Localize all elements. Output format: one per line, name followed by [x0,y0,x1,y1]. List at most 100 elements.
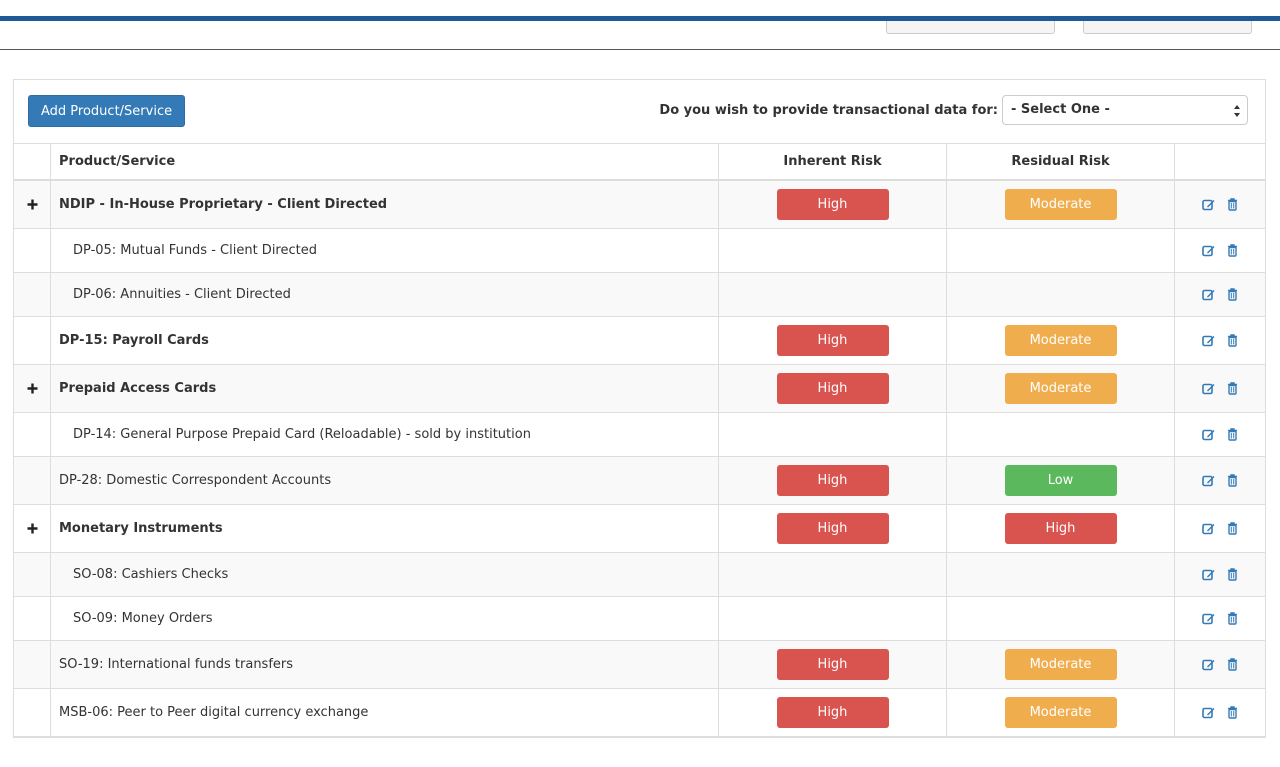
edit-icon[interactable] [1202,382,1215,395]
delete-icon[interactable] [1227,288,1238,301]
inherent-cell [719,553,947,596]
actions-cell [1175,457,1265,504]
residual-cell: Moderate [947,641,1175,688]
residual-cell [947,413,1175,456]
inherent-cell [719,273,947,316]
delete-icon[interactable] [1227,428,1238,441]
inherent-cell: High [719,457,947,504]
edit-icon[interactable] [1202,658,1215,671]
product-name: SO-08: Cashiers Checks [73,567,229,582]
header-cell: Residual Risk [947,144,1175,179]
risk-badge: High [776,373,889,404]
name-cell: SO-19: International funds transfers [51,641,719,688]
edit-icon[interactable] [1202,522,1215,535]
delete-icon[interactable] [1227,522,1238,535]
actions-cell [1175,505,1265,552]
table-row: DP-05: Mutual Funds - Client Directed [14,229,1265,273]
risk-badge: Moderate [1004,373,1117,404]
risk-badge: Moderate [1004,697,1117,728]
name-cell: DP-28: Domestic Correspondent Accounts [51,457,719,504]
delete-icon[interactable] [1227,612,1238,625]
edit-icon[interactable] [1202,334,1215,347]
edit-icon[interactable] [1202,474,1215,487]
expand-cell [14,413,51,456]
name-cell: DP-14: General Purpose Prepaid Card (Rel… [51,413,719,456]
expand-cell [14,597,51,640]
expand-icon[interactable] [27,383,38,394]
expand-icon[interactable] [27,523,38,534]
expand-cell [14,689,51,736]
select-text: - Select One - [1011,102,1110,117]
risk-badge: High [1004,513,1117,544]
delete-icon[interactable] [1227,706,1238,719]
header-cell [1175,144,1265,179]
delete-icon[interactable] [1227,244,1238,257]
inherent-cell [719,229,947,272]
delete-icon[interactable] [1227,382,1238,395]
delete-icon[interactable] [1227,334,1238,347]
risk-badge: Moderate [1004,189,1117,220]
edit-icon[interactable] [1202,244,1215,257]
toolbar: Add Product/Service Do you wish to provi… [14,80,1265,144]
expand-cell [14,505,51,552]
risk-badge: High [776,697,889,728]
edit-icon[interactable] [1202,198,1215,211]
table-row: Prepaid Access Cards High Moderate [14,365,1265,413]
actions-cell [1175,229,1265,272]
risk-badge: High [776,465,889,496]
name-cell: Prepaid Access Cards [51,365,719,412]
residual-cell [947,597,1175,640]
actions-cell [1175,553,1265,596]
nav-button[interactable] [1083,21,1252,34]
edit-icon[interactable] [1202,428,1215,441]
question-label: Do you wish to provide transactional dat… [659,103,998,118]
residual-cell [947,229,1175,272]
actions-cell [1175,181,1265,228]
expand-cell [14,273,51,316]
product-name: SO-09: Money Orders [73,611,213,626]
inherent-cell: High [719,689,947,736]
select[interactable]: - Select One - [1002,95,1248,125]
edit-icon[interactable] [1202,612,1215,625]
name-cell: SO-08: Cashiers Checks [51,553,719,596]
delete-icon[interactable] [1227,658,1238,671]
actions-cell [1175,413,1265,456]
delete-icon[interactable] [1227,568,1238,581]
edit-icon[interactable] [1202,706,1215,719]
expand-icon[interactable] [27,199,38,210]
header-row: Product/Service Inherent Risk Residual R… [14,144,1265,181]
select-arrows [1234,105,1240,117]
actions-cell [1175,597,1265,640]
residual-cell: Moderate [947,689,1175,736]
table-body: NDIP - In-House Proprietary - Client Dir… [14,181,1265,737]
inherent-cell: High [719,365,947,412]
name-cell: MSB-06: Peer to Peer digital currency ex… [51,689,719,736]
top-bar [0,16,1280,21]
name-cell: DP-05: Mutual Funds - Client Directed [51,229,719,272]
product-name: MSB-06: Peer to Peer digital currency ex… [59,705,369,720]
expand-cell [14,553,51,596]
inherent-cell: High [719,181,947,228]
add-button[interactable]: Add Product/Service [28,95,186,127]
actions-cell [1175,689,1265,736]
table-row: SO-08: Cashiers Checks [14,553,1265,597]
delete-icon[interactable] [1227,198,1238,211]
edit-icon[interactable] [1202,568,1215,581]
product-name: SO-19: International funds transfers [59,657,294,672]
edit-icon[interactable] [1202,288,1215,301]
nav-button[interactable] [886,21,1055,34]
name-cell: DP-15: Payroll Cards [51,317,719,364]
header-cell: Product/Service [51,144,719,179]
residual-cell [947,553,1175,596]
name-cell: NDIP - In-House Proprietary - Client Dir… [51,181,719,228]
table-row: DP-28: Domestic Correspondent Accounts Hi… [14,457,1265,505]
header-cell [14,144,51,179]
expand-cell [14,181,51,228]
table-row: Monetary Instruments High High [14,505,1265,553]
delete-icon[interactable] [1227,474,1238,487]
risk-badge: High [776,325,889,356]
product-name: DP-06: Annuities - Client Directed [73,287,291,302]
product-name: Monetary Instruments [59,521,223,536]
